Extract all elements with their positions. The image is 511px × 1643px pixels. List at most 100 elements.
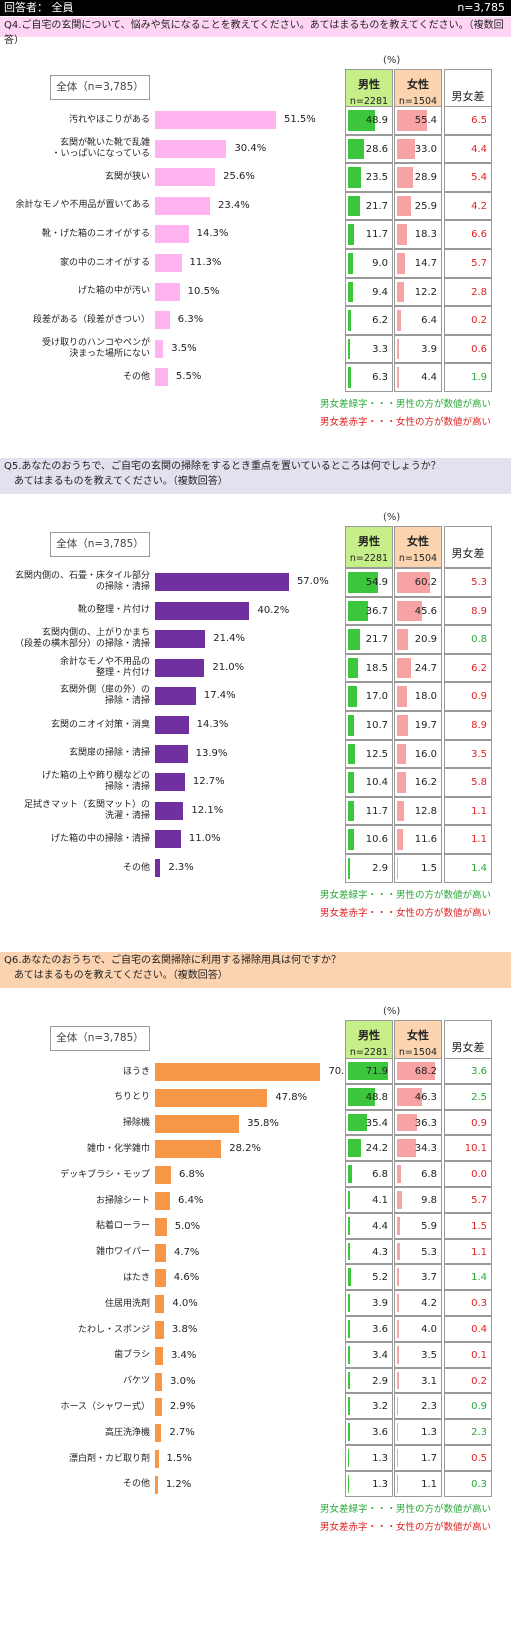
total-value-label: 3.4%: [170, 1349, 197, 1361]
female-value: 25.9: [414, 200, 437, 212]
female-mini-bar: [397, 1371, 399, 1390]
female-value: 3.1: [421, 1375, 437, 1387]
female-cell: 20.9: [394, 625, 442, 654]
female-mini-bar: [397, 1165, 401, 1183]
category-label: ホース（シャワー式）: [60, 1401, 150, 1412]
male-value: 3.6: [372, 1324, 388, 1335]
male-value: 3.6: [372, 1427, 388, 1439]
total-bar: [155, 630, 206, 649]
total-bar: [155, 1088, 268, 1107]
total-bar: [155, 658, 205, 677]
male-cell: 11.7: [345, 796, 393, 826]
male-cell: 35.4: [345, 1109, 393, 1136]
female-value: 60.2: [414, 577, 437, 588]
gender-diff-cell: 0.9: [444, 1109, 492, 1136]
total-bar: [155, 687, 196, 706]
total-value-label: 12.7%: [192, 776, 225, 788]
female-value: 24.7: [414, 662, 437, 674]
respondent-bar: 回答者： 全員 n=3,785: [0, 0, 511, 16]
female-cell: 12.8: [394, 796, 442, 826]
male-value: 1.3: [372, 1453, 388, 1464]
male-mini-bar: [348, 1242, 351, 1261]
male-cell: 28.6: [345, 134, 393, 164]
female-cell: 3.7: [394, 1264, 442, 1291]
gender-diff-value: 2.5: [471, 1091, 487, 1103]
male-cell: 3.9: [345, 1290, 393, 1316]
total-value-label: 70.4%: [328, 1063, 360, 1081]
female-mini-bar: [397, 1449, 398, 1467]
female-value: 1.7: [421, 1453, 437, 1464]
category-label: 玄関が靴いた靴で乱雑 ・いっぱいになっている: [51, 137, 150, 159]
total-value-label: 21.4%: [213, 633, 246, 645]
female-cell: 12.2: [394, 277, 442, 307]
male-mini-bar: [348, 1371, 350, 1390]
total-value-label: 11.0%: [188, 833, 221, 845]
category-label: デッキブラシ・モップ: [60, 1169, 150, 1180]
female-value: 34.3: [414, 1143, 437, 1155]
female-mini-bar: [397, 572, 431, 593]
category-label: 玄関内側の、石畳・床タイル部分 の掃除・清掃: [14, 571, 150, 592]
female-cell: 19.7: [394, 711, 442, 740]
male-value: 36.7: [365, 605, 388, 617]
female-value: 12.8: [414, 805, 437, 817]
gender-diff-value: 2.8: [471, 286, 487, 298]
category-label: 歯ブラシ: [114, 1350, 150, 1361]
total-value-label: 2.3%: [168, 862, 194, 873]
male-value: 3.3: [372, 343, 388, 355]
female-value: 1.1: [421, 1478, 437, 1490]
total-bar: [155, 1295, 165, 1314]
female-value: 16.2: [414, 777, 437, 789]
gender-diff-value: 1.1: [471, 805, 487, 817]
total-value-label: 1.2%: [165, 1478, 192, 1490]
male-value: 3.2: [372, 1401, 388, 1413]
male-mini-bar: [348, 1139, 362, 1158]
total-bar: [155, 830, 181, 849]
percent-unit-label: (%): [383, 55, 401, 66]
gender-diff-value: 0.9: [471, 691, 487, 703]
male-cell: 6.3: [345, 363, 393, 392]
female-mini-bar: [397, 1062, 435, 1080]
gender-diff-value: 5.3: [471, 577, 487, 588]
category-label: その他: [122, 862, 150, 873]
female-mini-bar: [397, 1242, 400, 1261]
female-cell: 25.9: [394, 191, 442, 221]
gender-diff-value: 0.5: [471, 1453, 487, 1464]
female-mini-bar: [397, 195, 412, 217]
male-value: 12.5: [365, 748, 388, 760]
total-bar: [155, 573, 289, 591]
gender-diff-value: 0.3: [471, 1298, 487, 1310]
male-value: 6.3: [372, 372, 388, 384]
male-mini-bar: [348, 657, 359, 679]
male-mini-bar: [348, 110, 375, 131]
gender-diff-cell: 2.8: [444, 277, 492, 307]
respondent-label: 回答者： 全員: [4, 1, 74, 14]
female-value: 68.2: [414, 1066, 437, 1077]
male-cell: 71.9: [345, 1058, 393, 1084]
female-cell: 34.3: [394, 1135, 442, 1162]
total-bar: [155, 1243, 167, 1262]
male-cell: 21.7: [345, 191, 393, 221]
female-cell: 18.3: [394, 220, 442, 249]
total-bar: [155, 339, 164, 358]
female-label: 女性: [407, 78, 429, 91]
gender-diff-cell: 0.6: [444, 334, 492, 364]
female-cell: 4.0: [394, 1316, 442, 1342]
gender-diff-cell: 3.6: [444, 1058, 492, 1084]
female-value: 9.8: [421, 1195, 437, 1206]
category-label: 漂白剤・カビ取り剤: [68, 1453, 150, 1464]
gender-diff-cell: 2.3: [444, 1419, 492, 1445]
male-value: 28.6: [365, 143, 388, 155]
female-mini-bar: [397, 686, 407, 707]
gender-diff-value: 4.2: [471, 200, 487, 212]
gender-diff-cell: 6.2: [444, 653, 492, 683]
male-value: 5.2: [372, 1272, 388, 1284]
male-value: 24.2: [365, 1143, 388, 1155]
male-value: 21.7: [365, 634, 388, 646]
male-value: 35.4: [365, 1117, 388, 1129]
male-column-header: 男性 n=2281: [345, 526, 393, 568]
female-value: 33.0: [414, 143, 437, 155]
total-bar: [155, 601, 250, 620]
male-mini-bar: [348, 1474, 349, 1493]
male-mini-bar: [348, 253, 353, 274]
